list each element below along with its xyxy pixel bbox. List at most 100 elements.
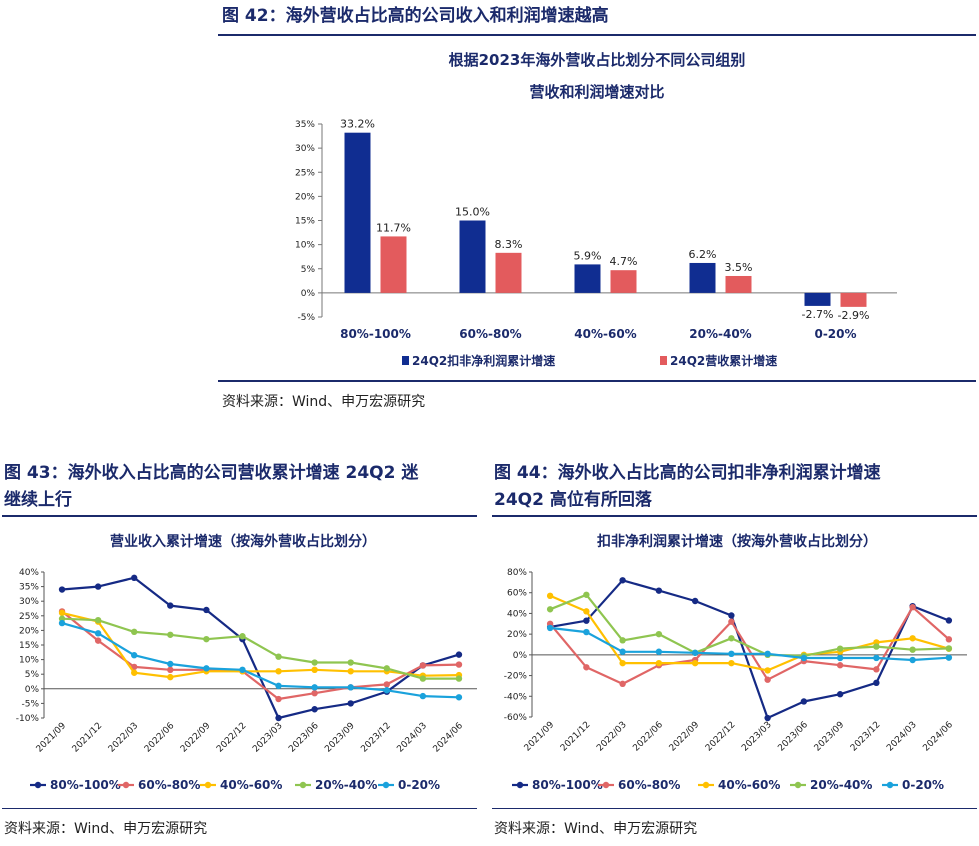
bar-data-label: 33.2% <box>340 118 375 131</box>
x-tick-label: 2023/12 <box>359 721 393 755</box>
fig42-bars: 33.2% 11.7% 15.0% 8.3% 5.9% 4.7% 6.2% 3.5% -2.7%… <box>340 118 869 322</box>
legend-swatch <box>660 356 667 365</box>
data-point <box>203 606 210 614</box>
y-tick-label: 25% <box>19 612 39 622</box>
data-point <box>203 665 210 672</box>
data-point <box>347 668 354 675</box>
bar <box>459 220 486 293</box>
bar <box>689 262 716 293</box>
data-point <box>275 714 282 722</box>
data-point <box>583 664 590 671</box>
bar-data-label: -2.7% <box>802 308 834 321</box>
y-tick-label: 20% <box>507 630 527 640</box>
data-point <box>347 659 354 666</box>
y-tick-label: 0% <box>301 289 316 299</box>
legend-label: 20%-40% <box>315 778 377 792</box>
x-tick-label: 2022/06 <box>143 721 177 755</box>
x-tick-label: 2022/03 <box>107 721 141 755</box>
data-point <box>275 695 282 703</box>
data-point <box>619 648 626 655</box>
data-point <box>167 666 174 674</box>
data-point <box>909 604 916 611</box>
data-point <box>419 675 427 682</box>
legend-label: 80%-100% <box>50 778 121 792</box>
series-line <box>61 611 460 679</box>
data-point <box>167 631 174 638</box>
data-point <box>239 633 246 640</box>
legend-swatch-marker <box>702 781 710 789</box>
x-tick-label: 2021/09 <box>523 720 557 754</box>
data-point <box>583 628 590 636</box>
fig42-top-rule <box>218 34 976 36</box>
data-point <box>94 583 102 590</box>
data-point <box>275 682 282 690</box>
bar <box>840 292 867 307</box>
data-point <box>873 643 880 650</box>
data-point <box>275 653 282 660</box>
legend-swatch-marker <box>886 781 894 789</box>
data-point <box>383 665 390 672</box>
data-point <box>94 630 102 637</box>
series-line <box>61 622 460 699</box>
data-point <box>58 609 66 617</box>
y-tick-label: 60% <box>507 589 527 599</box>
data-point <box>311 684 318 691</box>
x-category-label: 80%-100% <box>340 327 411 341</box>
data-point <box>131 652 138 659</box>
y-tick-label: 35% <box>295 120 315 130</box>
fig44-line-chart: 扣非净利润累计增速（按海外营收占比划分） -60% -40% -20% 0% 20% 40… <box>504 533 967 792</box>
data-point <box>691 649 699 656</box>
x-tick-label: 2021/12 <box>71 721 105 755</box>
x-tick-label: 2021/12 <box>559 720 593 754</box>
fig44-axes: -60% -40% -20% 0% 20% 40% 60% 80% 2021/09 2021/12… <box>504 568 967 754</box>
data-point <box>546 606 554 613</box>
y-tick-label: -60% <box>504 713 528 723</box>
legend-label: 80%-100% <box>532 778 603 792</box>
series-line <box>549 593 949 657</box>
legend-label: 60%-80% <box>138 778 200 792</box>
data-point <box>945 617 953 624</box>
data-point <box>131 669 138 676</box>
data-point <box>691 597 699 605</box>
fig43-source: 资料来源：Wind、申万宏源研究 <box>4 821 208 837</box>
data-point <box>167 673 174 681</box>
fig43-bottom-rule <box>2 808 477 809</box>
data-point <box>583 591 590 598</box>
data-point <box>58 615 66 622</box>
y-tick-label: 20% <box>19 626 39 636</box>
y-tick-label: 35% <box>19 583 39 593</box>
data-point <box>94 616 102 624</box>
y-tick-label: -20% <box>504 672 528 682</box>
fig43-heading-line2: 继续上行 <box>4 490 72 510</box>
x-tick-label: 2022/09 <box>668 720 702 754</box>
data-point <box>619 680 626 688</box>
fig43-chart-title: 营业收入累计增速（按海外营收占比划分） <box>110 533 376 550</box>
x-tick-label: 2022/06 <box>631 720 665 754</box>
x-tick-label: 2022/09 <box>179 721 213 755</box>
data-point <box>764 667 771 674</box>
fig42-bar-chart: 根据2023年海外营收占比划分不同公司组别 营收和利润增速对比 -5% 0% 5% 1… <box>295 51 897 368</box>
data-point <box>455 661 463 668</box>
data-point <box>728 650 735 658</box>
data-point <box>655 648 663 655</box>
data-point <box>909 646 916 653</box>
data-point <box>800 654 808 662</box>
data-point <box>311 689 318 697</box>
x-tick-label: 2022/03 <box>595 720 629 754</box>
data-point <box>873 666 880 673</box>
legend-swatch-marker <box>794 781 802 789</box>
y-tick-label: -5% <box>297 313 315 323</box>
data-point <box>58 586 66 593</box>
y-tick-label: 30% <box>295 144 315 154</box>
fig44-series <box>546 577 953 722</box>
x-tick-label: 2023/06 <box>287 721 321 755</box>
bar-data-label: 3.5% <box>725 261 753 274</box>
data-point <box>546 624 554 632</box>
x-category-label: 20%-40% <box>689 327 751 341</box>
data-point <box>455 675 463 682</box>
data-point <box>764 676 771 683</box>
fig43-legend: 80%-100% 60%-80% 40%-60% 20%-40% 0-20% <box>30 778 440 792</box>
x-tick-label: 2023/03 <box>251 721 285 755</box>
y-tick-label: 5% <box>301 265 316 275</box>
y-tick-label: 0% <box>513 651 528 661</box>
